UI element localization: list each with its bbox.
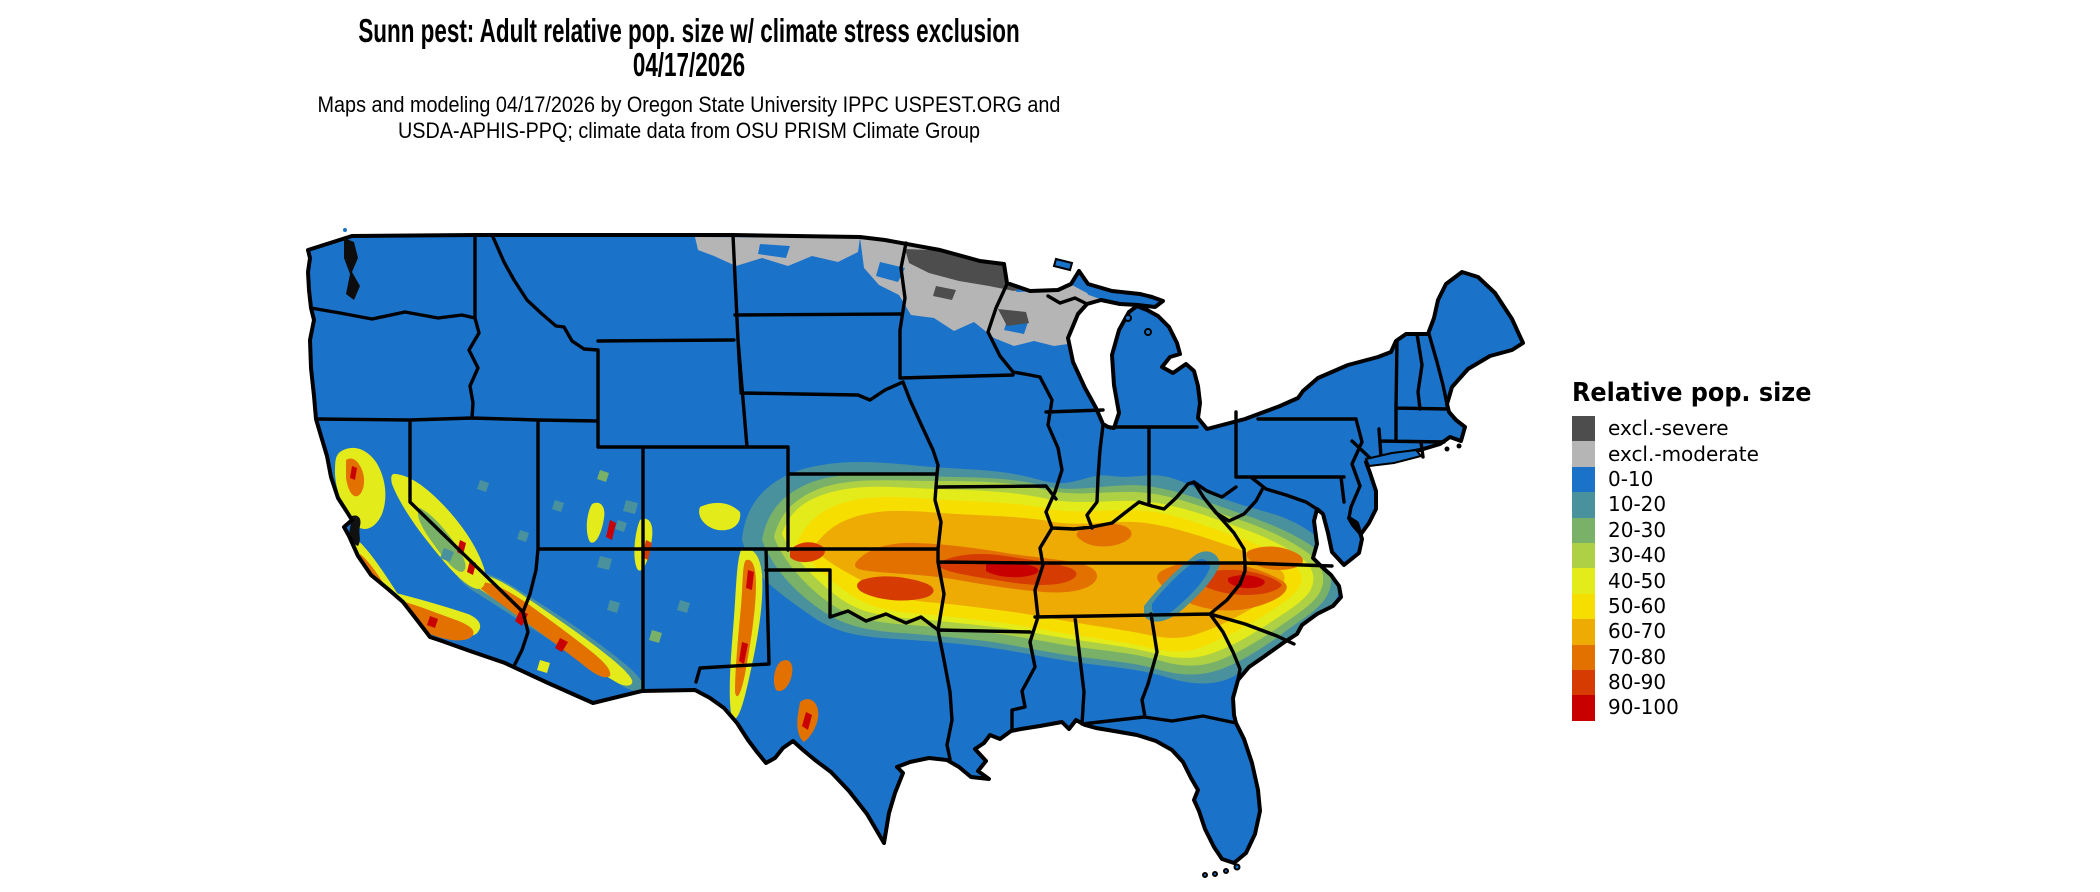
ca-north-fleck (350, 466, 357, 480)
lake-huron-island-1 (1124, 314, 1132, 322)
title-line-1: Sunn pest: Adult relative pop. size w/ c… (358, 12, 1020, 49)
ca-transverse-fleck (427, 616, 438, 628)
legend-label: excl.-severe (1608, 416, 1729, 441)
legend-item-30-40: 30-40 (1572, 542, 1832, 569)
subtitle-line-2: USDA-APHIS-PPQ; climate data from OSU PR… (397, 118, 981, 143)
az-speck-2 (537, 660, 550, 673)
florida-keys-2 (1212, 871, 1218, 877)
title-line-2: 04/17/2026 (632, 46, 746, 83)
florida-keys-4 (1233, 863, 1241, 871)
subtitle-line-1: Maps and modeling 04/17/2026 by Oregon S… (317, 92, 1061, 117)
exclusion-severe-wisconsin (998, 309, 1029, 326)
legend-label: 60-70 (1608, 619, 1667, 644)
figure-subtitle: Maps and modeling 04/17/2026 by Oregon S… (0, 92, 1378, 144)
legend-swatch (1572, 517, 1595, 543)
nm-speck-1 (649, 630, 662, 643)
nm-red-fleck-1 (746, 570, 754, 590)
nv-speck-2 (517, 530, 529, 542)
legend-item-0-10: 0-10 (1572, 466, 1832, 493)
ca-sierra-green (417, 508, 466, 572)
puget-sound (344, 238, 360, 300)
legend-label: excl.-moderate (1608, 441, 1759, 466)
legend-item-90-100: 90-100 (1572, 695, 1832, 721)
florida-keys-3 (1223, 868, 1229, 874)
legend-item-excl.-moderate: excl.-moderate (1572, 441, 1832, 467)
isle-royale (1052, 257, 1074, 272)
exclusion-gap-1 (758, 244, 790, 258)
legend-swatch (1572, 695, 1595, 721)
tx-davis-streak (773, 660, 793, 692)
legend-item-60-70: 60-70 (1572, 619, 1832, 645)
legend-item-10-20: 10-20 (1572, 492, 1832, 518)
legend-label: 20-30 (1608, 517, 1667, 542)
az-speck-3 (607, 600, 620, 613)
legend-swatch (1572, 492, 1595, 518)
legend-title: Relative pop. size (1572, 378, 1812, 408)
ut-speck-2 (615, 520, 627, 532)
band-70-80-kentucky (1076, 523, 1132, 547)
us-coastline (306, 233, 1525, 865)
nm-speck-2 (677, 600, 690, 613)
band-80-90-caprock (857, 576, 934, 601)
exclusion-severe-minnesota-2 (933, 286, 956, 300)
co-teal-speck-2 (597, 556, 612, 570)
legend-label: 50-60 (1608, 593, 1667, 618)
co-teal-speck-1 (623, 500, 638, 514)
lake-huron-island-2 (1144, 328, 1152, 336)
legend-rows: excl.-severe excl.-moderate 0-10 10-20 20-30… (1572, 416, 1832, 721)
nm-red-fleck-2 (739, 642, 748, 664)
nm-sacramento-core (735, 559, 756, 697)
legend-label: 80-90 (1608, 670, 1667, 695)
legend-item-excl.-severe: excl.-severe (1572, 416, 1832, 442)
legend-label: 40-50 (1608, 568, 1667, 593)
legend-item-50-60: 50-60 (1572, 593, 1832, 620)
band-90-100-central (986, 561, 1039, 578)
az-red-fleck-2 (555, 638, 568, 652)
exclusion-gap-2 (876, 262, 905, 282)
legend-item-80-90: 80-90 (1572, 669, 1832, 696)
san-juan-island (343, 228, 347, 232)
figure-title: Sunn pest: Adult relative pop. size w/ c… (0, 14, 1378, 82)
appalachian-cool-core (1152, 559, 1210, 616)
legend-swatch (1572, 441, 1595, 467)
legend-swatch (1572, 644, 1595, 670)
legend-item-40-50: 40-50 (1572, 568, 1832, 594)
legend-label: 30-40 (1608, 543, 1667, 568)
nv-speck-1 (477, 480, 489, 492)
nv-speck-3 (552, 500, 564, 512)
long-island (1364, 448, 1423, 468)
legend-swatch (1572, 619, 1595, 645)
legend-label: 10-20 (1608, 492, 1667, 517)
legend-swatch (1572, 669, 1595, 696)
legend-swatch (1572, 416, 1595, 442)
legend-swatch (1572, 568, 1595, 594)
band-80-90-west (790, 542, 825, 563)
az-rim-core (478, 582, 611, 678)
legend-swatch (1572, 593, 1595, 620)
tx-bigbend-fleck (802, 712, 812, 730)
legend-item-70-80: 70-80 (1572, 644, 1832, 670)
ca-sierra-teal (440, 548, 454, 562)
ut-speck-1 (597, 470, 609, 482)
se-colorado-yellow (699, 502, 741, 531)
legend-swatch (1572, 542, 1595, 569)
nantucket-island (1444, 446, 1450, 452)
co-red-fleck (606, 520, 616, 540)
legend-item-20-30: 20-30 (1572, 517, 1832, 543)
legend-swatch (1572, 466, 1595, 493)
map-legend: Relative pop. size excl.-severe excl.-mod… (1572, 379, 1832, 721)
exclusion-severe-minnesota (905, 249, 1033, 291)
state-boundaries (309, 233, 1450, 761)
marthas-vineyard-island (1456, 443, 1462, 449)
legend-label: 70-80 (1608, 644, 1667, 669)
legend-label: 0-10 (1608, 466, 1654, 491)
florida-keys-1 (1202, 872, 1208, 878)
co-sanjuan-streak (586, 502, 605, 543)
legend-label: 90-100 (1608, 695, 1679, 720)
